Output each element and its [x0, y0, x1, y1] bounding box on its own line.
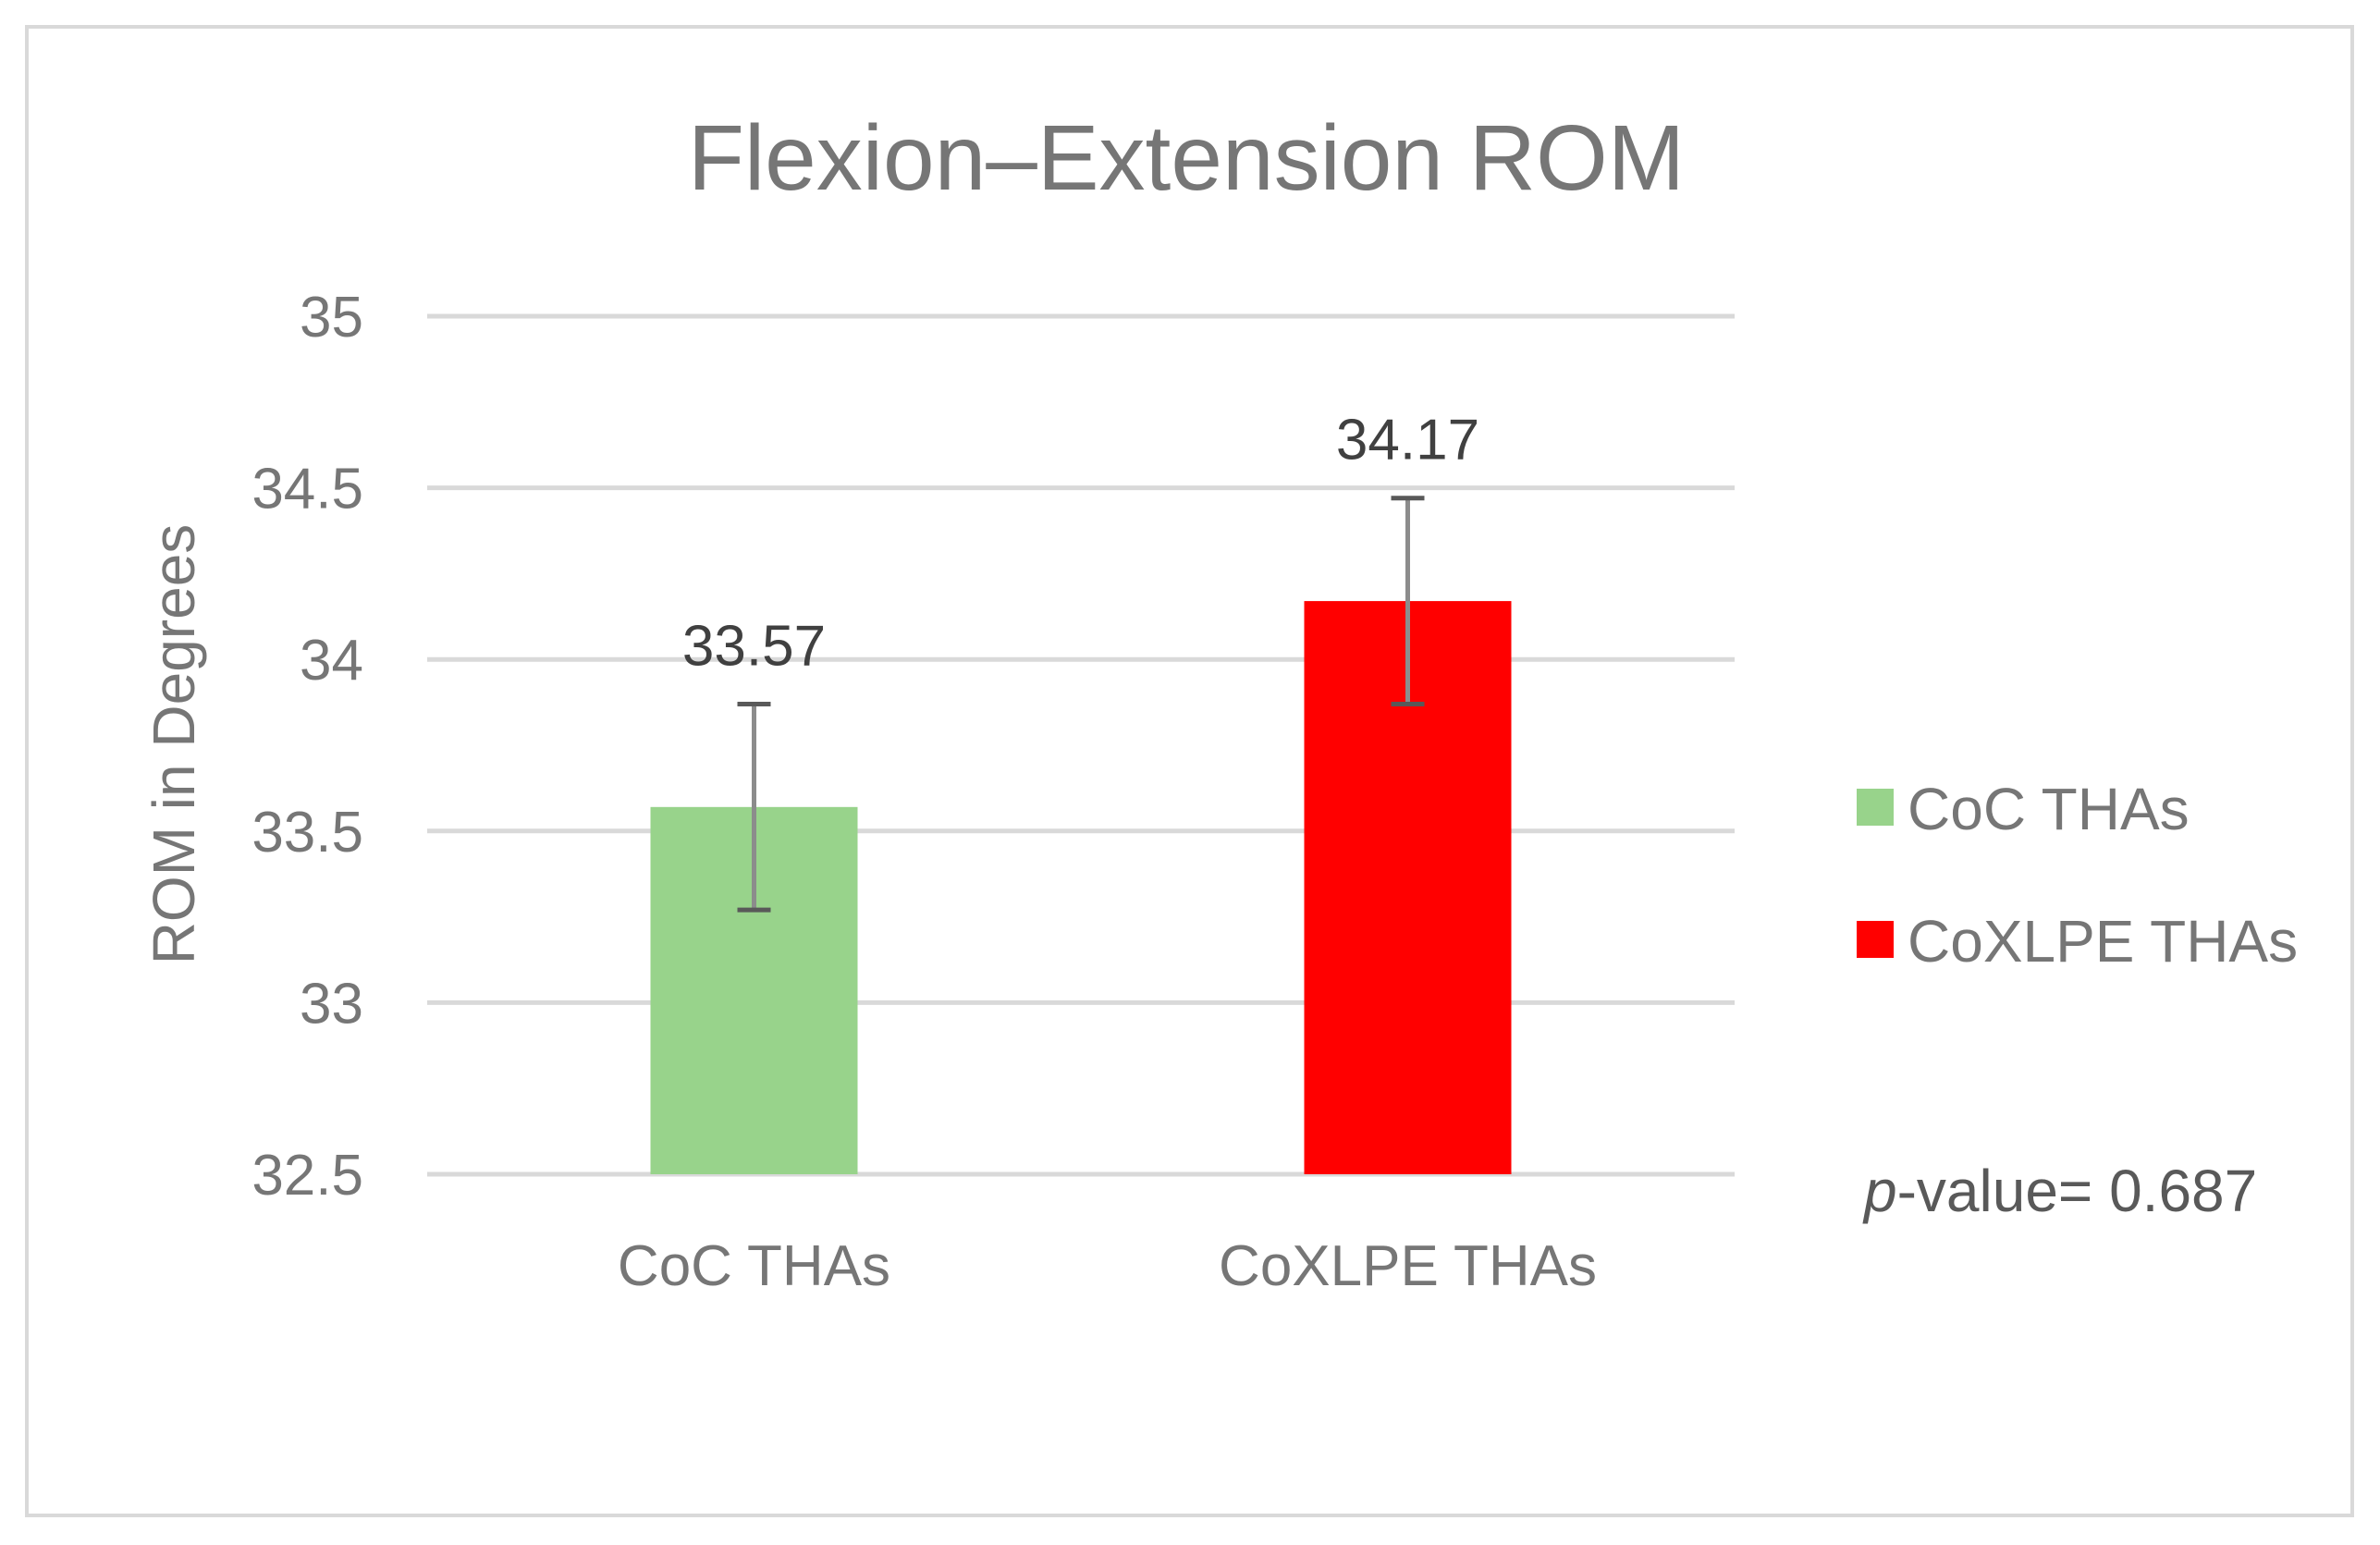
- y-tick-labels: 32.5 33 33.5 34 34.5 35: [251, 286, 363, 1208]
- y-tick-label: 35: [300, 286, 363, 349]
- legend-swatch: [1857, 921, 1894, 958]
- p-value-text: -value= 0.687: [1897, 1158, 2258, 1224]
- y-axis-label: ROM in Degrees: [141, 524, 207, 965]
- error-bars: [737, 496, 1425, 913]
- legend-label: CoXLPE THAs: [1908, 908, 2298, 975]
- p-value-annotation: p-value= 0.687: [1862, 1158, 2257, 1224]
- legend-label: CoC THAs: [1908, 776, 2190, 842]
- x-tick-labels: CoC THAs CoXLPE THAs: [618, 1234, 1597, 1298]
- y-tick-label: 34: [300, 629, 363, 693]
- y-tick-label: 32.5: [251, 1144, 363, 1208]
- chart-title: Flexion–Extension ROM: [688, 106, 1685, 210]
- y-tick-label: 33.5: [251, 801, 363, 864]
- gridlines: [427, 313, 1735, 1177]
- data-labels: 33.57 34.17: [682, 409, 1479, 679]
- data-label: 33.57: [682, 614, 826, 678]
- data-label: 34.17: [1336, 409, 1479, 472]
- legend-swatch: [1857, 789, 1894, 826]
- y-tick-label: 33: [300, 972, 363, 1036]
- chart-frame: [25, 25, 2354, 1517]
- x-tick-label: CoC THAs: [618, 1234, 890, 1298]
- legend: CoC THAs CoXLPE THAs: [1857, 776, 2298, 975]
- y-tick-label: 34.5: [251, 458, 363, 521]
- x-tick-label: CoXLPE THAs: [1219, 1234, 1597, 1298]
- bars: [650, 601, 1512, 1174]
- p-value-italic: p: [1862, 1158, 1897, 1224]
